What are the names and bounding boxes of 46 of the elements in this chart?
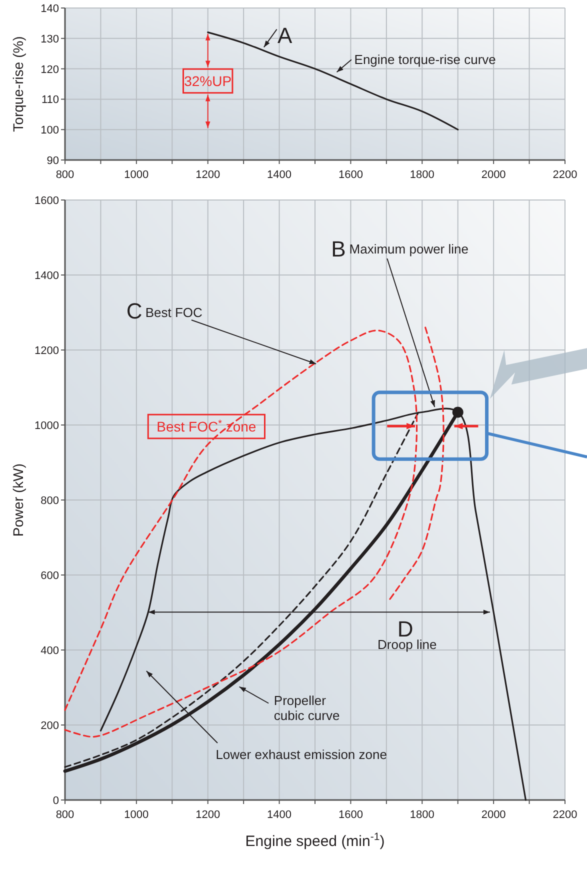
annotation: C (126, 298, 142, 324)
x-tick-label: 2000 (481, 169, 506, 181)
y-tick-label: 800 (40, 495, 59, 507)
y-tick-label: 120 (40, 64, 59, 76)
annotation: Lower exhaust emission zone (216, 746, 387, 762)
x-tick-label: 1600 (338, 809, 363, 821)
annotation: B (331, 236, 346, 262)
x-tick-label: 1800 (410, 169, 434, 181)
y-tick-label: 1200 (34, 345, 59, 357)
x-axis-title: Engine speed (min$^{-1}$) (245, 831, 385, 850)
line-series (64, 330, 418, 738)
x-tick-label: 1200 (196, 169, 220, 181)
x-tick-label: 1600 (338, 169, 363, 181)
y-tick-label: 600 (40, 570, 59, 582)
annotation: A (278, 23, 292, 48)
annotation: Engine torque-rise curve (354, 52, 496, 68)
x-tick-label: 800 (56, 169, 74, 181)
x-tick-label: 1000 (124, 809, 149, 821)
y-axis-title: Power (kW) (10, 463, 26, 537)
y-tick-label: 1400 (34, 270, 59, 282)
y-tick-label: 400 (40, 645, 59, 657)
y-tick-label: 130 (40, 33, 59, 46)
line-series (388, 326, 444, 602)
annotation: Propeller cubic curve (274, 693, 340, 724)
annotation: 32%UP (184, 72, 232, 89)
y-tick-label: 90 (46, 155, 59, 167)
y-tick-label: 1000 (34, 420, 59, 432)
x-tick-label: 2000 (481, 809, 506, 821)
x-tick-label: 1200 (196, 809, 220, 821)
y-tick-label: 100 (40, 124, 59, 137)
x-tick-label: 1400 (267, 169, 292, 181)
annotation: Best FOC$^{*}$ zone (156, 418, 256, 434)
x-tick-label: 2200 (552, 809, 578, 821)
y-tick-label: 110 (41, 94, 59, 106)
y-tick-label: 1600 (34, 195, 59, 207)
y-axis-title: Torque-rise (%) (10, 36, 26, 132)
y-tick-label: 200 (40, 720, 59, 732)
x-tick-label: 1400 (267, 809, 292, 821)
x-tick-label: 2200 (552, 169, 578, 181)
annotation: Best FOC (145, 305, 202, 320)
x-tick-label: 1800 (410, 809, 434, 821)
y-tick-label: 140 (40, 3, 59, 15)
annotation: Maximum power line (349, 241, 468, 256)
x-tick-label: 800 (56, 809, 74, 821)
y-tick-label: 0 (52, 795, 59, 807)
x-tick-label: 1000 (124, 169, 149, 181)
